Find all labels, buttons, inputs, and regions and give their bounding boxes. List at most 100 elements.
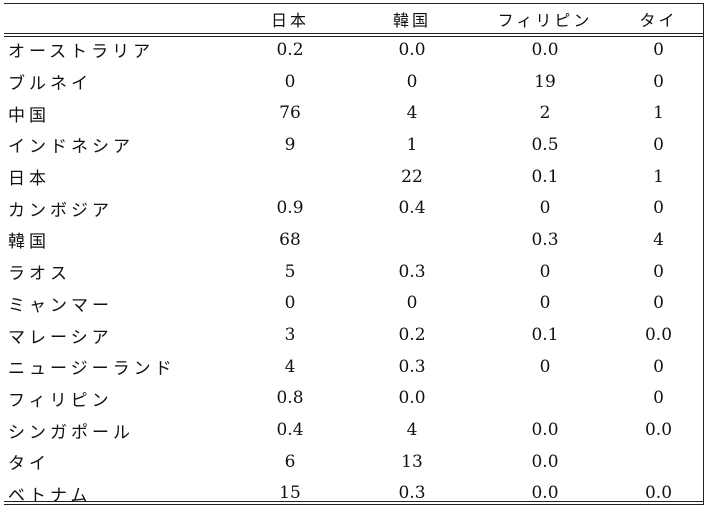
value-cell: 2: [539, 103, 551, 124]
value-cell: 5: [284, 261, 296, 282]
header-row: 日本 韓国 フィリピン タイ: [4, 3, 703, 34]
table-row: ベトナム 15 0.3 0.0 0.0: [4, 478, 703, 509]
value-cell: 0.2: [398, 325, 426, 346]
bottom-rule-upper: [4, 501, 703, 502]
header-cell-thailand: タイ: [639, 10, 678, 30]
value-cell: [348, 224, 476, 256]
header-cell-korea: 韓国: [392, 10, 431, 30]
value-cell: 0.0: [531, 420, 559, 441]
value-cell: 15: [279, 483, 301, 504]
value-cell: 6: [284, 451, 296, 472]
value-cell: 0: [284, 71, 296, 92]
row-label: ラオス: [8, 264, 71, 285]
table-body: オーストラリア 0.2 0.0 0.0 0 ブルネイ 0 0 19 0 中国 76 4 2 1 インドネシア 9…: [4, 34, 703, 509]
value-cell: 0.5: [531, 134, 559, 155]
row-label: マレーシア: [8, 327, 113, 348]
value-cell: 0: [406, 293, 418, 314]
header-rule-lower: [4, 36, 703, 37]
value-cell: 76: [279, 103, 301, 124]
table-row: マレーシア 3 0.2 0.1 0.0: [4, 319, 703, 351]
value-cell: 13: [401, 451, 423, 472]
value-cell: 0: [284, 293, 296, 314]
value-cell: 0: [539, 198, 551, 219]
value-cell: 0: [539, 293, 551, 314]
row-label: シンガポール: [8, 422, 134, 443]
table-row: カンボジア 0.9 0.4 0 0: [4, 192, 703, 224]
header-cell-japan: 日本: [270, 10, 309, 30]
row-label: ブルネイ: [8, 74, 92, 95]
value-cell: 1: [653, 166, 664, 187]
value-cell: 0: [653, 261, 664, 282]
row-label: フィリピン: [8, 390, 113, 411]
table-row: フィリピン 0.8 0.0 0: [4, 383, 703, 415]
value-cell: 0.2: [276, 39, 304, 60]
value-cell: 0: [653, 134, 664, 155]
value-cell: [476, 383, 614, 415]
table-row: 韓国 68 0.3 4: [4, 224, 703, 256]
table-row: オーストラリア 0.2 0.0 0.0 0: [4, 34, 703, 66]
row-label: ニュージーランド: [8, 359, 176, 380]
table-row: ブルネイ 0 0 19 0: [4, 66, 703, 98]
table-row: ミャンマー 0 0 0 0: [4, 288, 703, 320]
value-cell: 0: [406, 71, 418, 92]
row-label: 中国: [8, 105, 50, 126]
value-cell: 0.0: [398, 39, 426, 60]
top-rule: [4, 3, 703, 4]
value-cell: 0.0: [531, 483, 559, 504]
table-row: ニュージーランド 4 0.3 0 0: [4, 351, 703, 383]
table-row: シンガポール 0.4 4 0.0 0.0: [4, 414, 703, 446]
data-table: 日本 韓国 フィリピン タイ オーストラリア 0.2 0.0 0.0 0 ブルネイ 0 0 19…: [4, 3, 703, 509]
table-row: インドネシア 9 1 0.5 0: [4, 129, 703, 161]
value-cell: 22: [401, 166, 423, 187]
table-row: タイ 6 13 0.0: [4, 446, 703, 478]
value-cell: 0.3: [531, 229, 559, 250]
row-label: 日本: [8, 169, 50, 190]
row-label: オーストラリア: [8, 42, 155, 63]
row-label: カンボジア: [8, 200, 113, 221]
value-cell: 1: [653, 103, 664, 124]
value-cell: 0: [653, 198, 664, 219]
row-label: ミャンマー: [8, 295, 113, 316]
value-cell: 0: [539, 261, 551, 282]
value-cell: 0.1: [531, 325, 559, 346]
header-cell-philippines: フィリピン: [497, 10, 593, 30]
value-cell: 68: [279, 229, 301, 250]
value-cell: 0.0: [644, 483, 673, 504]
value-cell: 0.3: [398, 356, 426, 377]
value-cell: 0: [653, 356, 664, 377]
value-cell: 0.3: [398, 261, 426, 282]
value-cell: 0: [653, 71, 664, 92]
value-cell: 1: [406, 134, 418, 155]
value-cell: 0: [653, 293, 664, 314]
value-cell: 4: [406, 103, 418, 124]
value-cell: 0.4: [276, 420, 304, 441]
value-cell: 0.0: [531, 39, 559, 60]
row-label: ベトナム: [8, 485, 92, 506]
value-cell: 4: [284, 356, 296, 377]
value-cell: 0: [539, 356, 551, 377]
value-cell: 9: [284, 134, 296, 155]
header-rule-upper: [4, 33, 703, 34]
table-row: 日本 22 0.1 1: [4, 161, 703, 193]
row-label: インドネシア: [8, 137, 134, 158]
value-cell: 0.4: [398, 198, 426, 219]
value-cell: 0.8: [276, 388, 304, 409]
table-row: ラオス 5 0.3 0 0: [4, 256, 703, 288]
value-cell: 0.0: [398, 388, 426, 409]
value-cell: 0.0: [531, 451, 559, 472]
value-cell: 0: [653, 388, 664, 409]
table-header: 日本 韓国 フィリピン タイ: [4, 3, 703, 34]
bottom-rule-lower: [4, 504, 703, 505]
value-cell: [232, 161, 348, 193]
right-edge-rule: [703, 3, 704, 505]
value-cell: 19: [534, 71, 556, 92]
row-label: タイ: [8, 454, 50, 475]
value-cell: 4: [653, 229, 664, 250]
table-row: 中国 76 4 2 1: [4, 97, 703, 129]
value-cell: 0.0: [644, 420, 673, 441]
value-cell: 0.1: [531, 166, 559, 187]
value-cell: 0.3: [398, 483, 426, 504]
value-cell: [614, 446, 703, 478]
row-label: 韓国: [8, 232, 50, 253]
